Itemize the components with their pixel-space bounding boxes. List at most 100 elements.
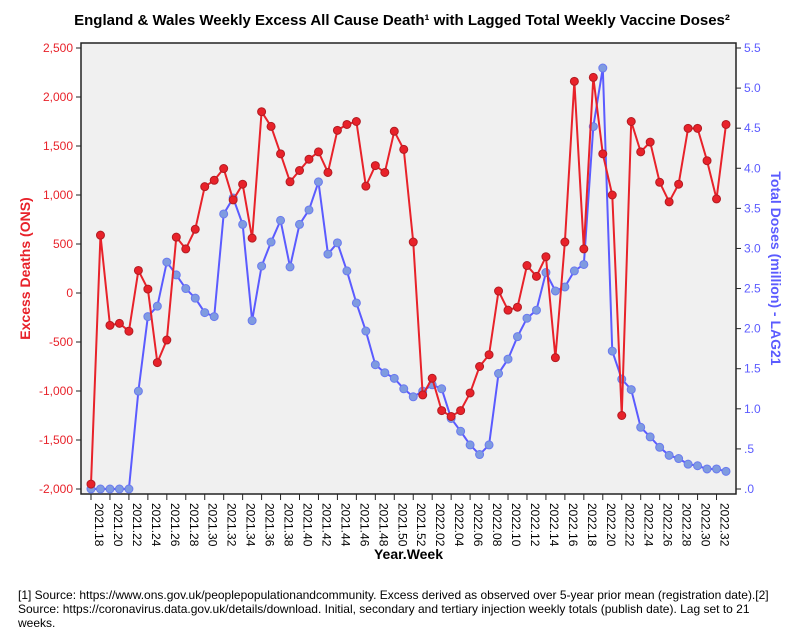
x-tick-label: 2021.36 (263, 503, 277, 547)
data-point (512, 302, 522, 312)
x-tick-label: 2022.32 (718, 503, 732, 547)
y2-tick-label: 3.0 (744, 241, 761, 255)
y-tick-label: 0 (66, 286, 73, 300)
data-point (162, 257, 172, 267)
y2-tick-label: .5 (744, 442, 754, 456)
y2-tick-label: 1.5 (744, 362, 761, 376)
data-point (550, 353, 560, 363)
data-point (247, 316, 257, 326)
x-tick-label: 2021.28 (187, 503, 201, 547)
data-point (494, 369, 504, 379)
y2-tick-label: 4.5 (744, 121, 761, 135)
data-point (522, 261, 532, 271)
data-point (579, 259, 589, 269)
data-point (541, 268, 551, 278)
data-point (702, 464, 712, 474)
data-point (693, 123, 703, 133)
y2-tick-label: 5.5 (744, 41, 761, 55)
x-tick-label: 2021.48 (376, 503, 390, 547)
data-point (541, 252, 551, 262)
y2-tick-label: 4.0 (744, 161, 761, 175)
data-point (200, 182, 210, 192)
x-tick-label: 2021.22 (130, 503, 144, 547)
x-tick-label: 2021.50 (395, 503, 409, 547)
data-point (503, 354, 513, 364)
y-tick-label: 2,500 (43, 41, 73, 55)
y-tick-label: -1,500 (39, 433, 73, 447)
x-tick-label: 2021.32 (225, 503, 239, 547)
y2-tick-label: 2.0 (744, 322, 761, 336)
data-point (560, 237, 570, 247)
data-point (456, 426, 466, 436)
x-tick-label: 2021.52 (414, 503, 428, 547)
x-tick-label: 2021.24 (149, 503, 163, 547)
data-point (475, 450, 485, 460)
x-tick-label: 2022.16 (566, 503, 580, 547)
y2-tick-label: 2.5 (744, 282, 761, 296)
data-point (361, 326, 371, 336)
data-point (114, 484, 124, 494)
data-point (712, 194, 722, 204)
data-point (209, 312, 219, 322)
data-point (465, 440, 475, 450)
data-point (266, 121, 276, 131)
data-point (105, 320, 115, 330)
data-point (219, 209, 229, 219)
data-point (370, 161, 380, 171)
data-point (598, 149, 608, 159)
data-point (683, 123, 693, 133)
data-point (190, 224, 200, 234)
x-tick-label: 2021.26 (168, 503, 182, 547)
data-point (95, 230, 105, 240)
data-point (607, 346, 617, 356)
data-point (342, 119, 352, 129)
data-point (295, 219, 305, 229)
data-point (285, 262, 295, 272)
y-tick-label: 1,500 (43, 139, 73, 153)
x-tick-label: 2022.28 (680, 503, 694, 547)
data-point (569, 266, 579, 276)
data-point (304, 205, 314, 215)
data-point (626, 117, 636, 126)
x-tick-label: 2021.18 (92, 503, 106, 547)
data-point (143, 284, 153, 294)
x-tick-label: 2022.30 (699, 503, 713, 547)
data-point (313, 147, 323, 157)
data-point (95, 484, 105, 494)
data-point (437, 384, 447, 394)
x-tick-label: 2022.26 (661, 503, 675, 547)
y-axis-label: Excess Deaths (ONS) (17, 197, 33, 339)
data-point (484, 440, 494, 450)
x-axis-label: Year.Week (374, 546, 443, 562)
data-point (200, 308, 210, 318)
data-point (152, 358, 162, 368)
x-tick-label: 2022.24 (642, 503, 656, 547)
data-point (238, 219, 248, 229)
data-point (408, 237, 418, 247)
data-point (228, 195, 238, 205)
data-point (361, 181, 371, 191)
data-point (105, 484, 115, 494)
x-tick-label: 2021.46 (357, 503, 371, 547)
x-tick-label: 2022.22 (623, 503, 637, 547)
data-point (512, 332, 522, 342)
data-point (370, 360, 380, 370)
data-point (323, 249, 333, 259)
data-point (598, 63, 608, 73)
data-point (456, 406, 466, 416)
data-point (674, 454, 684, 464)
data-point (588, 72, 598, 82)
data-point (285, 177, 295, 187)
y-tick-label: 1,000 (43, 188, 73, 202)
data-point (418, 390, 428, 400)
x-tick-label: 2022.02 (433, 503, 447, 547)
series-line (90, 77, 727, 485)
data-point (124, 484, 134, 494)
x-tick-label: 2022.20 (604, 503, 618, 547)
data-point (636, 147, 646, 157)
data-point (276, 215, 286, 225)
data-point (702, 156, 712, 166)
x-tick-label: 2021.40 (301, 503, 315, 547)
data-point (181, 244, 191, 254)
data-point (209, 175, 219, 185)
